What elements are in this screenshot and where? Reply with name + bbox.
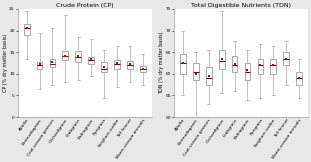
PathPatch shape	[219, 50, 225, 69]
PathPatch shape	[101, 62, 107, 72]
PathPatch shape	[296, 72, 302, 85]
PathPatch shape	[244, 63, 250, 80]
PathPatch shape	[283, 52, 289, 65]
PathPatch shape	[180, 54, 186, 74]
Title: Total Digestible Nutrients (TDN): Total Digestible Nutrients (TDN)	[191, 3, 291, 8]
PathPatch shape	[114, 60, 120, 69]
Y-axis label: CP (% dry matter basis): CP (% dry matter basis)	[3, 34, 8, 92]
PathPatch shape	[88, 57, 94, 64]
PathPatch shape	[140, 66, 146, 72]
PathPatch shape	[37, 62, 42, 69]
PathPatch shape	[75, 51, 81, 62]
PathPatch shape	[127, 61, 133, 69]
PathPatch shape	[232, 57, 238, 72]
Title: Crude Protein (CP): Crude Protein (CP)	[56, 3, 114, 8]
PathPatch shape	[271, 59, 276, 74]
Y-axis label: TDN (% dry matter basis): TDN (% dry matter basis)	[159, 32, 164, 94]
PathPatch shape	[49, 59, 55, 67]
PathPatch shape	[24, 24, 30, 35]
PathPatch shape	[206, 67, 211, 85]
PathPatch shape	[258, 59, 263, 74]
PathPatch shape	[193, 63, 199, 80]
PathPatch shape	[63, 51, 68, 60]
